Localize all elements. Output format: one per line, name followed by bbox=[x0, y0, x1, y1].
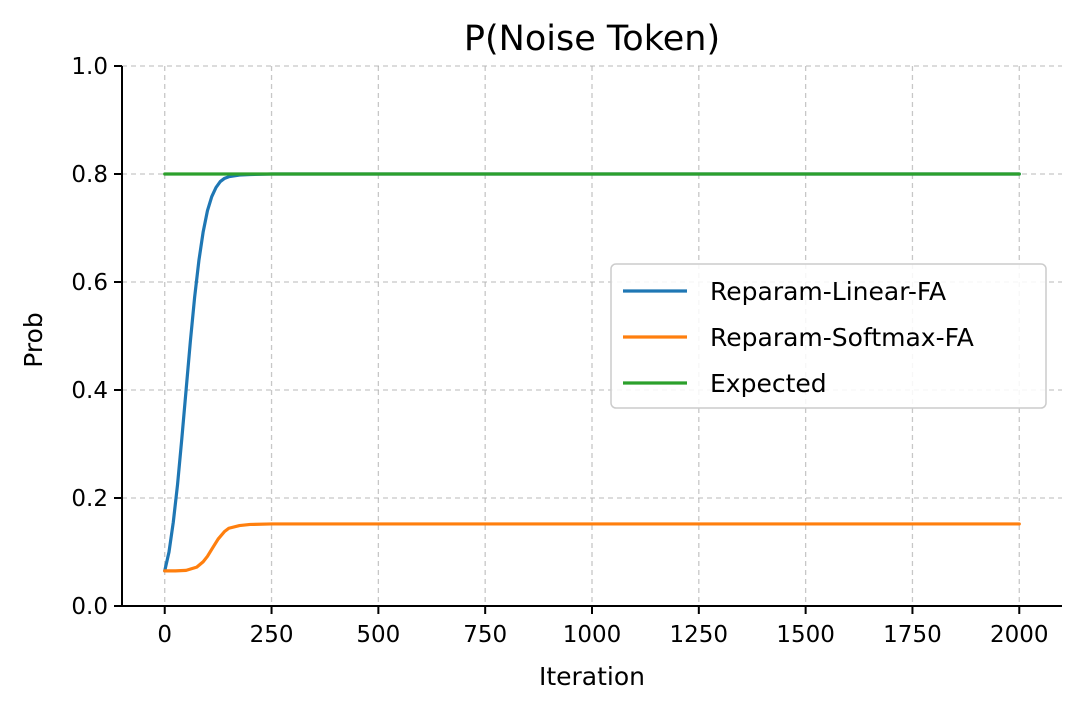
x-tick-label: 1000 bbox=[563, 622, 622, 648]
legend-label-reparam-softmax-fa: Reparam-Softmax-FA bbox=[710, 323, 974, 352]
x-tick-label: 1250 bbox=[670, 622, 729, 648]
y-axis-title: Prob bbox=[19, 312, 48, 368]
chart-title: P(Noise Token) bbox=[464, 19, 720, 59]
y-tick-label: 0.4 bbox=[71, 378, 108, 404]
x-axis-title: Iteration bbox=[539, 662, 645, 691]
y-tick-label: 0.6 bbox=[71, 270, 108, 296]
x-tick-label: 500 bbox=[356, 622, 400, 648]
y-tick-label: 0.2 bbox=[71, 486, 108, 512]
x-tick-label: 0 bbox=[157, 622, 172, 648]
y-tick-label: 0.8 bbox=[71, 162, 108, 188]
x-tick-label: 250 bbox=[250, 622, 294, 648]
x-tick-label: 750 bbox=[463, 622, 507, 648]
y-tick-label: 1.0 bbox=[71, 54, 108, 80]
series-lines bbox=[163, 172, 1021, 573]
y-tick-label: 0.0 bbox=[71, 594, 108, 620]
series-line-reparam-softmax-fa bbox=[163, 522, 1021, 573]
x-tick-label: 1500 bbox=[776, 622, 835, 648]
legend: Reparam-Linear-FA Reparam-Softmax-FA Expec… bbox=[610, 263, 1047, 409]
legend-box bbox=[610, 263, 1047, 409]
ticks: 0 250 500 750 1000 1250 1500 1750 2000 0.0 0.2 0.4 0… bbox=[71, 54, 1048, 648]
x-tick-label: 2000 bbox=[990, 622, 1049, 648]
legend-label-expected: Expected bbox=[710, 369, 827, 398]
x-tick-label: 1750 bbox=[883, 622, 942, 648]
legend-label-reparam-linear-fa: Reparam-Linear-FA bbox=[710, 277, 946, 306]
